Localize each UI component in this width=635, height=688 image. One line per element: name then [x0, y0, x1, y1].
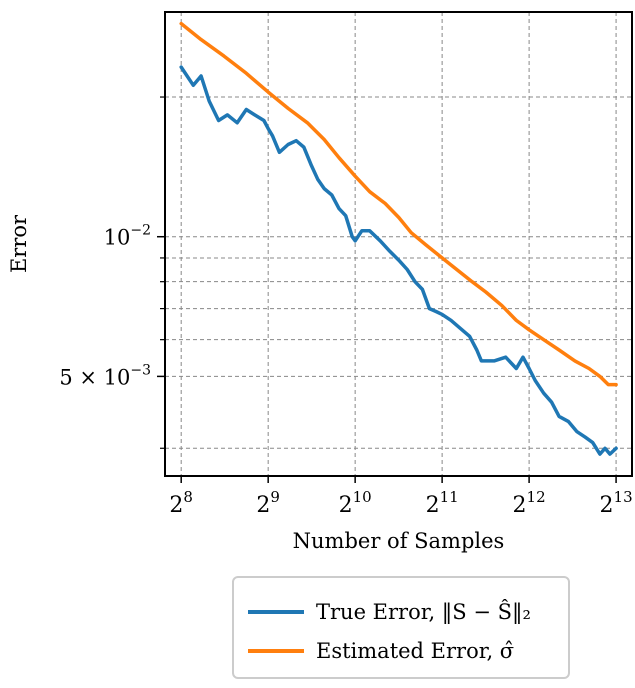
y-tick-label: 10−2	[104, 223, 151, 250]
grid	[165, 12, 632, 476]
x-tick-label: 212	[513, 488, 546, 518]
legend-item-estimated-error: Estimated Error, σ̂	[234, 631, 568, 671]
x-tick-label: 213	[600, 488, 633, 518]
legend: True Error, ‖S − Ŝ‖₂ Estimated Error, σ̂	[232, 576, 570, 679]
x-axis-label: Number of Samples	[293, 529, 505, 553]
ticks: 28 29 210 211 212 213 10−2 5 × 10−3	[59, 96, 633, 518]
x-tick-label: 210	[339, 488, 372, 518]
x-tick-label: 29	[256, 488, 280, 518]
legend-label-estimated-error: Estimated Error, σ̂	[316, 639, 515, 663]
legend-item-true-error: True Error, ‖S − Ŝ‖₂	[234, 592, 568, 632]
chart: 28 29 210 211 212 213 10−2 5 × 10−3 Number of S…	[7, 11, 633, 553]
axes-frame	[164, 11, 633, 477]
series-line-true-error	[179, 65, 618, 456]
series-line-estimated-error	[179, 21, 618, 387]
legend-swatch-estimated-error	[248, 649, 304, 653]
x-tick-label: 211	[426, 488, 459, 518]
x-tick-label: 28	[169, 488, 193, 518]
y-axis-label: Error	[7, 214, 31, 273]
series-layer	[179, 21, 618, 456]
y-tick-label: 5 × 10−3	[59, 362, 151, 389]
legend-label-true-error: True Error, ‖S − Ŝ‖₂	[316, 600, 531, 624]
legend-swatch-true-error	[248, 610, 304, 614]
